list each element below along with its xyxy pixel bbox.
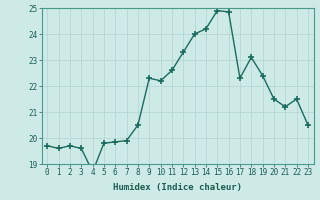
X-axis label: Humidex (Indice chaleur): Humidex (Indice chaleur) xyxy=(113,183,242,192)
